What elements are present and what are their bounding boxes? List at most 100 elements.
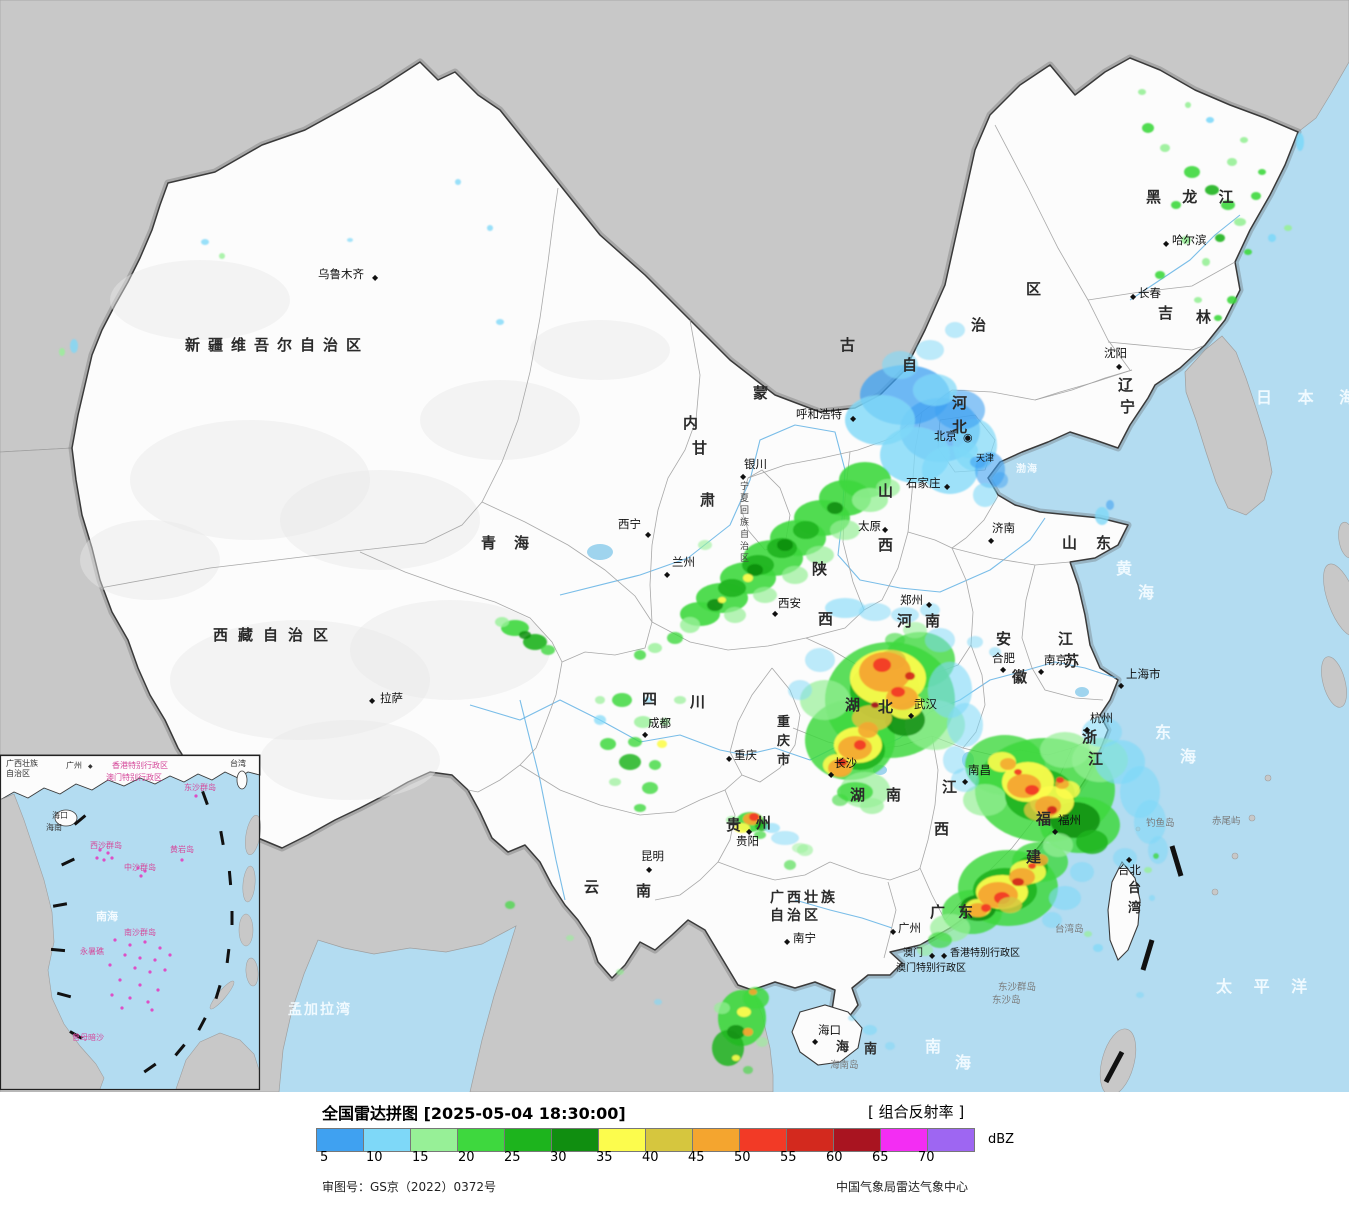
legend-color-cell [410, 1128, 458, 1152]
inset-island-dot [139, 874, 143, 878]
radar-echo [876, 479, 900, 497]
radar-echo [609, 778, 621, 786]
inset-island-dot [120, 1006, 124, 1010]
province-label: 建 [1026, 848, 1042, 866]
radar-echo [1040, 732, 1090, 768]
city-marker-icon: ◆ [726, 754, 733, 763]
radar-echo [1025, 785, 1039, 795]
province-label: 南 [864, 1041, 877, 1057]
inset-nine-dash [225, 948, 231, 964]
radar-echo [754, 831, 766, 839]
province-boundary [1021, 564, 1104, 701]
legend-panel: 全国雷达拼图 [2025-05-04 18:30:00] [ 组合反射率 ] 5… [0, 1092, 1349, 1208]
inset-island-dot [98, 848, 102, 852]
region-label-small: 自 [740, 528, 749, 540]
province-label: 浙 [1082, 728, 1097, 746]
issuing-agency: 中国气象局雷达气象中心 [836, 1180, 969, 1194]
province-label: 区 [1026, 280, 1041, 298]
radar-echo [1240, 137, 1248, 143]
legend-color-cell [598, 1128, 646, 1152]
island-label: 东沙群岛 [998, 981, 1036, 993]
radar-echo [714, 1002, 730, 1014]
province-label: 北 [878, 698, 893, 716]
city-marker-icon: ◆ [746, 827, 753, 836]
radar-echo [726, 816, 738, 824]
province-label: 广西壮族 [770, 889, 838, 906]
inset-island-dot [108, 963, 112, 967]
island-label: 赤尾屿 [1212, 815, 1241, 827]
province-label: 州 [755, 814, 771, 832]
city-marker-icon: ◆ [772, 609, 779, 618]
boundary-dash [1140, 939, 1155, 971]
inset-island-dot [102, 858, 106, 862]
province-label: 市 [777, 752, 790, 768]
radar-echo [1070, 862, 1094, 882]
province-boundary [919, 867, 946, 921]
radar-echo [916, 340, 944, 360]
radar-echo [455, 179, 461, 185]
province-label: 西 [818, 610, 833, 628]
province-boundary [1107, 341, 1204, 351]
city-marker-icon: ◆ [929, 951, 936, 960]
inset-island-group-label: 西沙群岛 [90, 840, 122, 850]
legend-color-cell [739, 1128, 787, 1152]
province-label: 河 [897, 612, 912, 630]
radar-echo [1206, 117, 1214, 123]
inset-island-dot [136, 866, 140, 870]
lake [1075, 687, 1089, 697]
terrain-shading [350, 600, 550, 700]
inset-island-group-label: 香港特别行政区 [112, 760, 168, 770]
province-boundary [519, 764, 743, 816]
province-boundary [1087, 261, 1236, 301]
legend-scale-value: 20 [458, 1150, 475, 1165]
inset-island-dot [110, 856, 114, 860]
inset-nine-dash [61, 857, 75, 867]
inset-island-dot [95, 856, 99, 860]
city-marker-icon: ◆ [941, 951, 948, 960]
city-label: 重庆 [734, 748, 757, 762]
legend-scale-value: 10 [366, 1150, 383, 1165]
province-label: 海 [836, 1039, 849, 1055]
radar-echo [1056, 777, 1064, 783]
boundary-dash [1103, 1050, 1125, 1084]
inset-island-dot [106, 851, 110, 855]
radar-echo [771, 831, 799, 845]
inset-island-group-label: 中沙群岛 [124, 862, 156, 872]
city-label: 长春 [1138, 286, 1161, 300]
inset-island-dot [194, 794, 198, 798]
city-marker-icon: ◆ [890, 927, 897, 936]
terrain-shading [110, 260, 290, 340]
radar-echo [1106, 500, 1114, 510]
province-label: 台 [1128, 880, 1141, 896]
radar-echo [854, 740, 866, 750]
legend-color-cell [927, 1128, 975, 1152]
radar-echo [920, 603, 940, 617]
radar-echo [1214, 315, 1222, 321]
river [519, 699, 566, 901]
radar-echo [885, 1042, 895, 1050]
china-island [1107, 860, 1141, 961]
radar-echo [913, 374, 957, 406]
inset-indochina [0, 793, 105, 1090]
foreign-island [1321, 656, 1347, 708]
radar-echo [1184, 166, 1200, 178]
radar-echo [859, 652, 911, 692]
region-label-small: 宁 [740, 480, 749, 492]
province-label: 吉 [1158, 304, 1173, 322]
province-label: 南 [925, 612, 940, 630]
city-marker-icon: ◆ [812, 1037, 819, 1046]
radar-echo [852, 488, 888, 512]
inset-island-dot [138, 983, 142, 987]
inset-sea-label: 南海 [96, 909, 118, 923]
map-approval-number: 审图号：GS京（2022）0372号 [322, 1180, 496, 1194]
radar-echo [945, 322, 965, 338]
city-marker-icon: ◆ [645, 530, 652, 539]
radar-echo [680, 617, 700, 633]
radar-echo [643, 697, 653, 703]
province-label: 自治区 [770, 907, 821, 924]
inset-place-label: 海南 [46, 822, 62, 832]
foreign-island [1264, 774, 1272, 782]
radar-echo [973, 483, 997, 507]
radar-echo [917, 944, 933, 956]
